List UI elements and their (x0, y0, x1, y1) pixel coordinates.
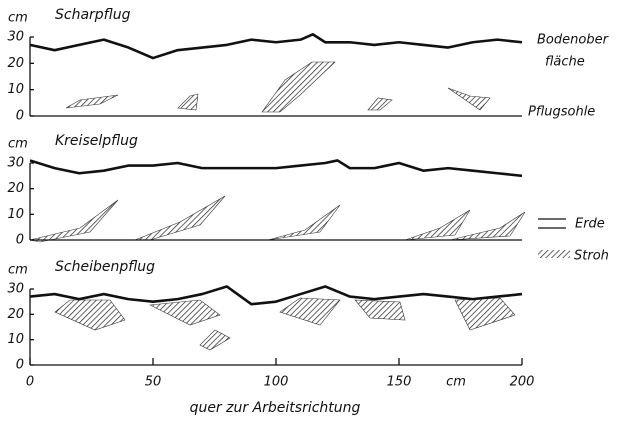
x-tick-label: 0 (26, 375, 34, 390)
legend-soil-symbol (538, 218, 566, 229)
panel-title: Scheibenpflug (55, 259, 155, 275)
y-tick-label: 10 (7, 207, 24, 222)
legend-straw-symbol (538, 250, 570, 258)
y-axis-label: cm (8, 11, 28, 26)
y-axis-label: cm (8, 137, 28, 152)
y-tick-label: 30 (7, 156, 24, 171)
surface-line (29, 33, 523, 60)
y-tick-label: 20 (7, 181, 24, 196)
y-tick-label: 0 (16, 233, 24, 248)
x-tick-label: 100 (264, 375, 289, 390)
sole-label: Pflugsohle (528, 105, 595, 120)
x-tick-label: 200 (510, 375, 535, 390)
y-tick-label: 10 (7, 82, 24, 97)
y-tick-label: 30 (7, 30, 24, 45)
x-axis-label: quer zur Arbeitsrichtung (190, 400, 361, 416)
surface-line (29, 285, 523, 306)
surface-line (29, 159, 523, 178)
y-tick-label: 0 (16, 358, 24, 373)
panel-title: Scharpflug (55, 7, 131, 23)
surface-label: fläche (545, 55, 585, 70)
straw-patches (29, 61, 526, 351)
legend-label: Stroh (574, 249, 609, 264)
y-tick-label: 20 (7, 307, 24, 322)
y-tick-label: 30 (7, 282, 24, 297)
surface-label: Bodenober (537, 33, 610, 48)
panel-title: Kreiselpflug (55, 133, 138, 149)
x-tick-label: 150 (387, 375, 412, 390)
y-tick-label: 0 (16, 109, 24, 124)
y-axis-label: cm (8, 263, 28, 278)
legend-label: Erde (575, 217, 605, 232)
y-tick-label: 10 (7, 332, 24, 347)
y-tick-label: 20 (7, 56, 24, 71)
x-tick-label: 50 (145, 375, 162, 390)
x-unit: cm (446, 375, 466, 390)
